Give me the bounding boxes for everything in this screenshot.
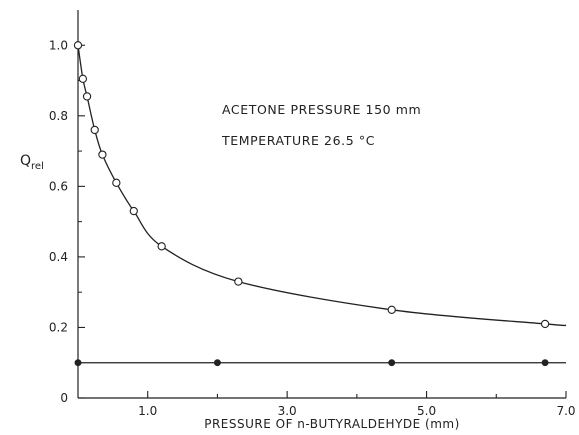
filled-data-point [542,360,548,366]
x-tick-label: 3.0 [278,404,297,418]
x-tick-label: 5.0 [417,404,436,418]
y-axis-label-main: Q [20,153,31,169]
open-data-point [74,42,81,49]
annotation-acetone-pressure: ACETONE PRESSURE 150 mm [222,102,421,117]
y-axis-label-sub: rel [31,161,44,172]
open-data-point [83,93,90,100]
y-tick-label: 0.2 [49,320,68,334]
y-tick-label: 0.4 [49,250,68,264]
filled-data-point [75,360,81,366]
x-tick-label: 7.0 [556,404,575,418]
open-data-point [388,306,395,313]
open-data-point [79,75,86,82]
y-tick-label: 0.8 [49,109,68,123]
annotation-temperature: TEMPERATURE 26.5 °C [221,133,375,148]
fit-curves [78,45,566,362]
x-tick-label: 1.0 [138,404,157,418]
open-data-point [235,278,242,285]
y-ticks: 0 0.2 0.4 0.6 0.8 1.0 [49,38,85,405]
data-points [74,42,548,366]
open-data-point [91,126,98,133]
y-tick-label: 0 [60,391,68,405]
open-data-point [99,151,106,158]
open-data-point [130,207,137,214]
y-tick-label: 1.0 [49,38,68,52]
x-axis-label: PRESSURE OF n-BUTYRALDEHYDE (mm) [204,417,460,431]
plot-frame [78,10,566,398]
x-ticks: 1.0 3.0 5.0 7.0 [138,391,575,418]
fit-curve-0 [78,45,566,325]
y-tick-label: 0.6 [49,179,68,193]
open-data-point [158,243,165,250]
filled-data-point [215,360,221,366]
open-data-point [113,179,120,186]
filled-data-point [389,360,395,366]
y-axis-label: Qrel [20,153,44,172]
open-data-point [541,320,548,327]
